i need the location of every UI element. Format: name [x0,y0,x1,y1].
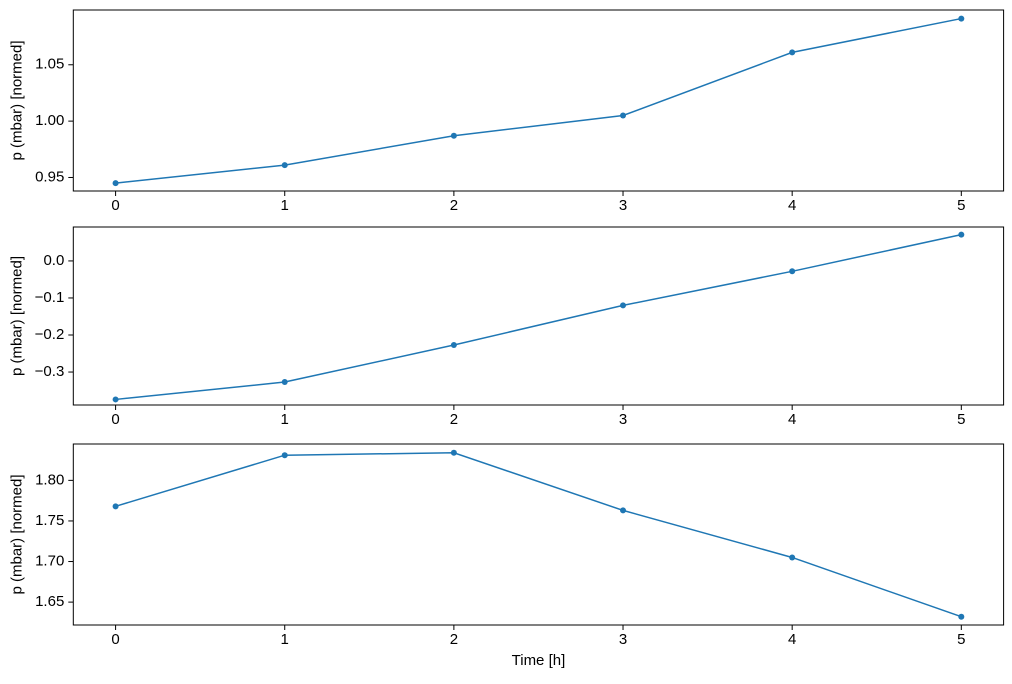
svg-text:1: 1 [281,197,289,214]
svg-text:1.75: 1.75 [35,512,64,529]
svg-text:5: 5 [957,631,965,648]
svg-text:1.05: 1.05 [35,56,64,73]
svg-text:0.95: 0.95 [35,168,64,185]
svg-text:2: 2 [450,631,458,648]
svg-text:0: 0 [111,197,119,214]
svg-text:1: 1 [281,631,289,648]
svg-text:1.00: 1.00 [35,112,64,129]
svg-text:2: 2 [450,411,458,428]
svg-text:0.0: 0.0 [43,252,64,269]
svg-text:4: 4 [788,631,796,648]
svg-text:p (mbar) [normed]: p (mbar) [normed] [8,40,25,160]
svg-text:0: 0 [111,411,119,428]
svg-text:−0.3: −0.3 [35,363,65,380]
svg-text:−0.2: −0.2 [35,326,65,343]
svg-text:1.80: 1.80 [35,471,64,488]
svg-text:2: 2 [450,197,458,214]
svg-text:3: 3 [619,411,627,428]
svg-text:Time [h]: Time [h] [512,652,566,669]
svg-text:−0.1: −0.1 [35,289,65,306]
svg-text:4: 4 [788,411,796,428]
svg-text:4: 4 [788,197,796,214]
svg-text:p (mbar) [normed]: p (mbar) [normed] [8,256,25,376]
svg-text:p (mbar) [normed]: p (mbar) [normed] [8,474,25,594]
svg-text:3: 3 [619,197,627,214]
svg-text:5: 5 [957,197,965,214]
svg-text:5: 5 [957,411,965,428]
svg-text:1.70: 1.70 [35,552,64,569]
svg-text:0: 0 [111,631,119,648]
svg-text:3: 3 [619,631,627,648]
svg-text:1.65: 1.65 [35,593,64,610]
svg-text:1: 1 [281,411,289,428]
